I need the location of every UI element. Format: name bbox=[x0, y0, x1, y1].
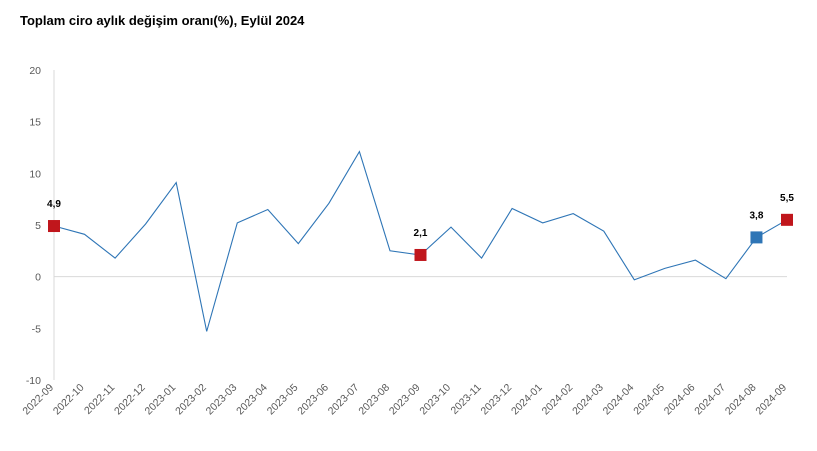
y-tick-label: 0 bbox=[35, 272, 41, 284]
y-tick-label: 20 bbox=[29, 65, 41, 77]
highlight-marker bbox=[750, 231, 763, 244]
data-label: 3,8 bbox=[750, 210, 764, 221]
x-tick-label: 2022-12 bbox=[112, 382, 148, 418]
data-label: 2,1 bbox=[414, 228, 428, 239]
x-tick-label: 2024-06 bbox=[662, 382, 698, 418]
x-tick-label: 2024-04 bbox=[601, 382, 637, 418]
chart-title: Toplam ciro aylık değişim oranı(%), Eylü… bbox=[20, 13, 305, 28]
x-tick-label: 2022-11 bbox=[82, 382, 117, 417]
y-tick-label: -5 bbox=[32, 323, 41, 335]
x-tick-label: 2023-09 bbox=[387, 382, 423, 418]
series-line bbox=[53, 150, 788, 332]
highlight-marker bbox=[414, 248, 427, 261]
y-tick-label: 15 bbox=[29, 117, 41, 129]
x-tick-label: 2023-02 bbox=[173, 382, 209, 418]
x-tick-label: 2024-02 bbox=[540, 382, 576, 418]
x-tick-label: 2024-08 bbox=[723, 382, 759, 418]
x-tick-label: 2024-07 bbox=[692, 382, 728, 418]
x-tick-label: 2024-09 bbox=[753, 382, 789, 418]
x-tick-label: 2023-01 bbox=[143, 382, 179, 418]
x-tick-label: 2024-01 bbox=[509, 382, 545, 418]
x-tick-label: 2023-11 bbox=[449, 382, 484, 417]
x-tick-label: 2023-06 bbox=[295, 382, 331, 418]
x-tick-label: 2023-05 bbox=[265, 382, 301, 418]
x-tick-label: 2022-10 bbox=[51, 382, 87, 418]
data-label: 5,5 bbox=[780, 193, 794, 204]
x-tick-label: 2023-12 bbox=[479, 382, 515, 418]
x-tick-label: 2023-04 bbox=[234, 382, 270, 418]
highlight-marker bbox=[781, 213, 793, 226]
x-tick-label: 2023-03 bbox=[204, 382, 240, 418]
x-tick-label: 2023-07 bbox=[326, 382, 362, 418]
data-label: 4,9 bbox=[47, 199, 61, 210]
highlight-marker bbox=[48, 220, 60, 233]
x-tick-label: 2024-03 bbox=[570, 382, 606, 418]
y-tick-label: 5 bbox=[35, 220, 41, 232]
y-tick-label: -10 bbox=[26, 375, 41, 387]
x-tick-label: 2023-10 bbox=[417, 382, 453, 418]
x-tick-label: 2023-08 bbox=[356, 382, 392, 418]
y-tick-label: 10 bbox=[29, 168, 41, 180]
x-tick-label: 2024-05 bbox=[631, 382, 667, 418]
